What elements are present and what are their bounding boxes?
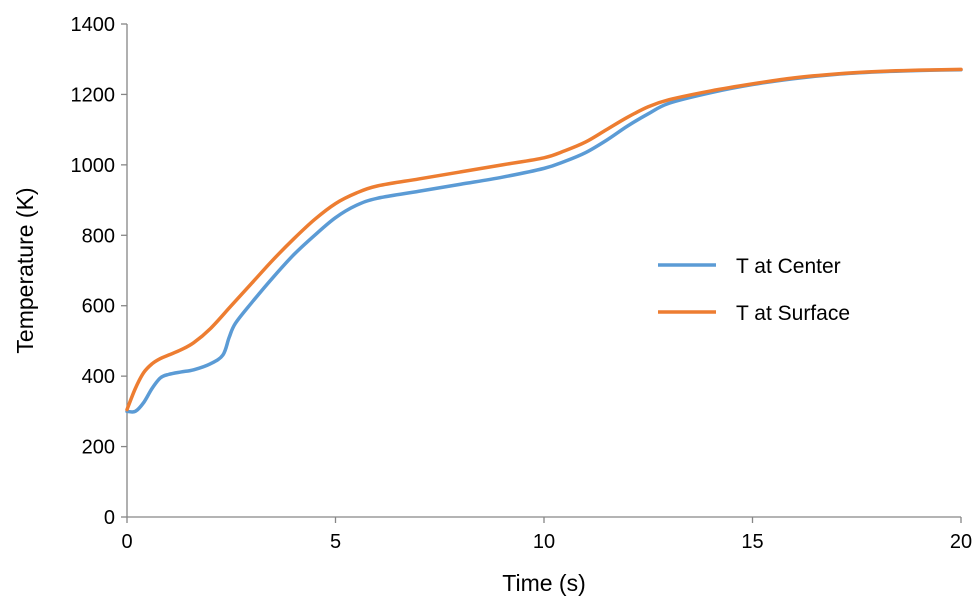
- series-line-center: [125, 68, 963, 414]
- x-axis-label: Time (s): [502, 570, 585, 596]
- x-tick-label: 10: [533, 531, 555, 553]
- y-tick-label: 1200: [71, 84, 116, 106]
- legend-label: T at Center: [736, 255, 841, 278]
- legend: T at Center T at Surface: [658, 255, 850, 325]
- x-tick-label: 5: [330, 531, 341, 553]
- series-lines: [125, 67, 963, 414]
- x-tick-label: 20: [950, 531, 972, 553]
- y-tick-label: 1000: [71, 155, 116, 177]
- y-axis-label: Temperature (K): [12, 187, 38, 353]
- tick-marks: [121, 23, 962, 523]
- tick-labels: 0 200 400 600 800 1000 1200 1400 0 5 10 15 20: [71, 14, 973, 553]
- y-tick-label: 600: [82, 296, 115, 318]
- x-tick-label: 15: [741, 531, 763, 553]
- y-tick-label: 400: [82, 366, 115, 388]
- y-tick-label: 200: [82, 437, 115, 459]
- y-tick-label: 1400: [71, 14, 116, 36]
- series-line-surface: [125, 67, 963, 412]
- legend-label: T at Surface: [736, 302, 850, 325]
- y-tick-label: 800: [82, 225, 115, 247]
- x-tick-label: 0: [121, 531, 132, 553]
- y-tick-label: 0: [104, 507, 115, 529]
